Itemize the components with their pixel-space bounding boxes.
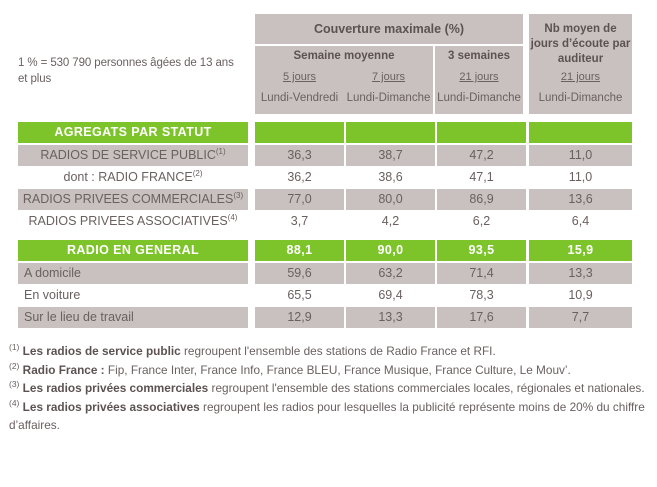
row-label-text: RADIOS PRIVEES ASSOCIATIVES — [28, 214, 228, 228]
cell-value: 93,5 — [437, 240, 526, 261]
cell-value: 7,7 — [529, 307, 632, 328]
header-dow-col4: Lundi-Dimanche — [538, 92, 623, 104]
header-dow-col1: Lundi-Vendredi — [260, 92, 339, 104]
cell-value — [255, 122, 344, 143]
footnote-2: (2) Radio France : Fip, France Inter, Fr… — [9, 361, 649, 380]
cell-value: 47,1 — [469, 170, 494, 184]
cell-value: 13,3 — [529, 263, 632, 284]
header-divider-vertical — [433, 44, 435, 114]
footnote-bold: Les radios privées associatives — [22, 399, 200, 414]
cell-value: 59,6 — [255, 263, 344, 284]
footnote-4: (4) Les radios privées associatives regr… — [9, 398, 649, 435]
cell-value: 77,0 — [255, 189, 344, 210]
cell-value — [437, 122, 526, 143]
footnote-text: regroupent l'ensemble des stations de Ra… — [180, 344, 496, 358]
cell-value: 12,9 — [255, 307, 344, 328]
cell-value: 3,7 — [290, 214, 309, 228]
footnote-1: (1) Les radios de service public regroup… — [9, 342, 649, 361]
table-row: RADIOS DE SERVICE PUBLIC(1) 36,3 38,7 47… — [0, 145, 657, 166]
header-subgroup-three-weeks: 3 semaines — [447, 50, 510, 62]
section-title: RADIO EN GENERAL — [18, 240, 248, 261]
footnotes: (1) Les radios de service public regroup… — [9, 342, 649, 435]
footnote-marker: (2) — [192, 168, 203, 178]
header-days-col4: 21 jours — [560, 71, 601, 83]
cell-value: 36,2 — [287, 170, 312, 184]
cell-value: 13,3 — [346, 307, 435, 328]
scale-note: 1 % = 530 790 personnes âgées de 13 ans … — [18, 57, 234, 85]
header-subgroup-week: Semaine moyenne — [293, 50, 395, 62]
row-label: RADIOS PRIVEES ASSOCIATIVES(4) — [18, 211, 248, 232]
cell-value: 6,2 — [472, 214, 491, 228]
header-divider-horizontal — [255, 44, 523, 46]
footnote-marker: (3) — [233, 190, 244, 200]
footnote-marker: (4) — [227, 212, 238, 222]
header-listening-days-title: Nb moyen de jours d’écoute par auditeur — [530, 23, 631, 65]
cell-value: 10,9 — [568, 288, 593, 302]
footnote-marker: (1) — [9, 342, 20, 353]
cell-value: 65,5 — [287, 288, 312, 302]
cell-value: 63,2 — [346, 263, 435, 284]
header-coverage-title: Couverture maximale (%) — [313, 22, 465, 36]
section-title: AGREGATS PAR STATUT — [18, 122, 248, 143]
cell-value: 47,2 — [437, 145, 526, 166]
table-row: dont : RADIO FRANCE(2) 36,2 38,6 47,1 11… — [0, 167, 657, 188]
row-label-text: RADIOS PRIVEES COMMERCIALES — [22, 192, 234, 206]
row-label: A domicile — [18, 263, 248, 284]
footnote-marker: (4) — [9, 397, 20, 408]
cell-value: 4,2 — [381, 214, 400, 228]
header-days-col2: 7 jours — [371, 71, 406, 83]
cell-value: 38,6 — [378, 170, 403, 184]
footnote-3: (3) Les radios privées commerciales regr… — [9, 379, 649, 398]
footnote-marker: (1) — [215, 146, 226, 156]
row-label: RADIOS PRIVEES COMMERCIALES(3) — [18, 189, 248, 210]
cell-value: 15,9 — [529, 240, 632, 261]
cell-value: 86,9 — [437, 189, 526, 210]
footnote-text: regroupent l'ensemble des stations comme… — [208, 381, 645, 395]
table-row: RADIOS PRIVEES COMMERCIALES(3) 77,0 80,0… — [0, 189, 657, 210]
footnote-bold: Les radios privées commerciales — [22, 381, 209, 395]
footnote-text: regroupent les radios pour lesquelles la… — [9, 399, 645, 433]
footnote-marker: (3) — [9, 379, 20, 390]
row-label: RADIOS DE SERVICE PUBLIC(1) — [18, 145, 248, 166]
header-dow-col3: Lundi-Dimanche — [437, 92, 521, 104]
table-row: RADIOS PRIVEES ASSOCIATIVES(4) 3,7 4,2 6… — [0, 211, 657, 232]
header-days-col1: 5 jours — [282, 71, 317, 83]
row-label: En voiture — [24, 288, 81, 302]
row-label: dont : RADIO FRANCE(2) — [18, 167, 248, 188]
cell-value: 78,3 — [469, 288, 494, 302]
footnote-text: Fip, France Inter, France Info, France B… — [104, 362, 571, 377]
header-group-listening-days: Nb moyen de jours d’écoute par auditeur … — [529, 14, 632, 114]
table-header: Couverture maximale (%) Semaine moyenne … — [255, 14, 632, 114]
cell-value: 88,1 — [255, 240, 344, 261]
cell-value — [529, 122, 632, 143]
table-row: RADIO EN GENERAL 88,1 90,0 93,5 15,9 — [0, 240, 657, 261]
row-label: Sur le lieu de travail — [18, 307, 248, 328]
table-row: A domicile 59,6 63,2 71,4 13,3 — [0, 263, 657, 284]
cell-value: 6,4 — [571, 214, 590, 228]
header-dow-col2: Lundi-Dimanche — [346, 92, 431, 104]
cell-value: 69,4 — [378, 288, 403, 302]
cell-value: 17,6 — [437, 307, 526, 328]
footnote-marker: (2) — [9, 360, 20, 371]
row-label-text: dont : RADIO FRANCE — [63, 170, 193, 184]
table-row: AGREGATS PAR STATUT — [0, 122, 657, 143]
table-row: En voiture 65,5 69,4 78,3 10,9 — [0, 285, 657, 306]
table-row: Sur le lieu de travail 12,9 13,3 17,6 7,… — [0, 307, 657, 328]
row-label-text: RADIOS DE SERVICE PUBLIC — [40, 148, 216, 162]
header-group-coverage: Couverture maximale (%) Semaine moyenne … — [255, 14, 523, 114]
footnote-bold: Radio France : — [22, 362, 105, 377]
cell-value: 71,4 — [437, 263, 526, 284]
footnote-bold: Les radios de service public — [22, 344, 181, 358]
cell-value — [346, 122, 435, 143]
cell-value: 11,0 — [529, 145, 632, 166]
cell-value: 11,0 — [568, 170, 593, 184]
header-days-col3: 21 jours — [459, 71, 499, 83]
cell-value: 90,0 — [346, 240, 435, 261]
cell-value: 36,3 — [255, 145, 344, 166]
cell-value: 38,7 — [346, 145, 435, 166]
cell-value: 13,6 — [529, 189, 632, 210]
cell-value: 80,0 — [346, 189, 435, 210]
